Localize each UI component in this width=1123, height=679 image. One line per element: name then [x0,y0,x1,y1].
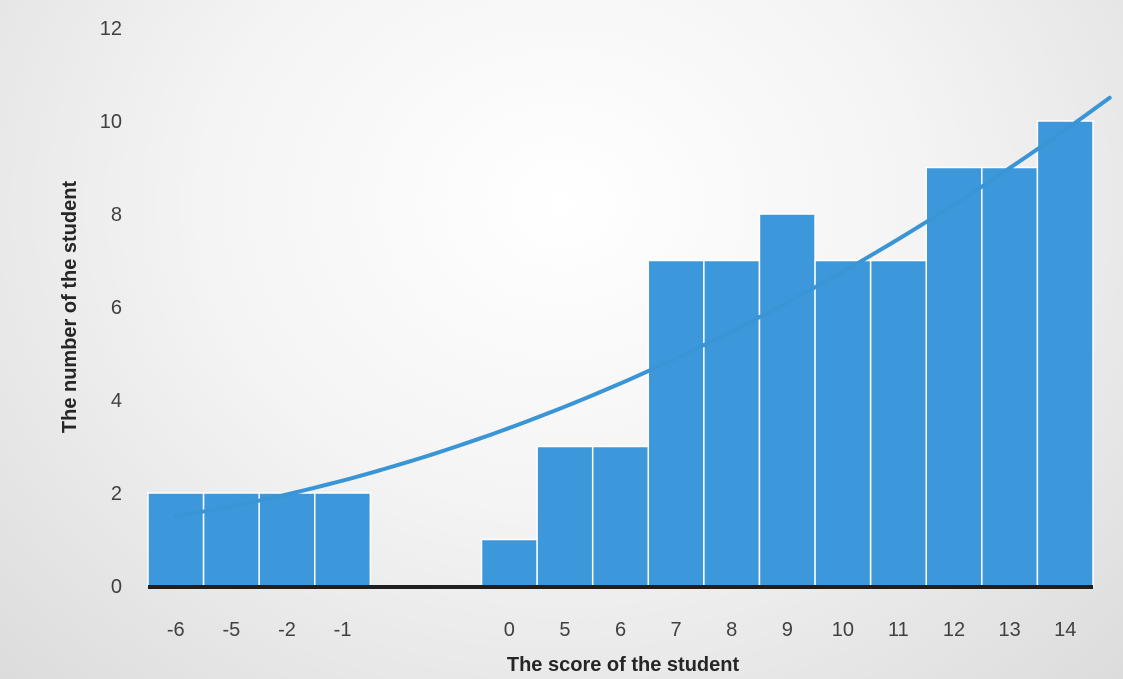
x-tick-label: 13 [998,619,1020,641]
x-tick-label: 0 [504,619,515,641]
y-tick-label: 2 [111,483,122,505]
bar [591,445,650,587]
bar [981,166,1039,587]
x-tick-label: -6 [167,619,185,641]
x-tick-label: 14 [1054,619,1076,641]
bar [258,492,316,587]
bar [314,492,372,587]
trendline [173,95,1112,519]
bar [869,259,927,587]
y-axis-title: The number of the student [59,181,81,434]
x-axis-title: The score of the student [507,654,740,676]
bars-group [147,120,1094,587]
x-tick-label: 5 [559,619,570,641]
y-tick-label: 0 [111,576,122,598]
y-tick-label: 4 [111,390,122,412]
y-tick-label: 6 [111,297,122,319]
bar [536,445,594,587]
bar [703,259,761,587]
x-tick-label: 11 [888,619,909,641]
x-tick-label: -5 [222,619,240,641]
bar [1036,120,1094,587]
x-tick-label: 8 [726,619,737,641]
x-tick-label: -1 [334,619,352,641]
x-tick-label: 7 [671,619,682,641]
x-tick-label: 10 [832,619,854,641]
x-tick-label: -2 [278,619,296,641]
x-tick-label: 12 [943,619,965,641]
bar [758,213,816,587]
x-tick-label: 6 [615,619,626,641]
bar [147,492,205,587]
y-tick-label: 12 [100,18,122,40]
x-tick-label: 9 [782,619,793,641]
bar [647,259,705,587]
x-tick-labels: -6 -5 -2 -1 0 5 6 7 8 9 10 11 12 13 14 [167,619,1076,641]
y-tick-labels: 0 2 4 6 8 10 12 [100,18,122,598]
bar [814,259,872,587]
bar [925,166,983,587]
y-tick-label: 8 [111,204,122,226]
bar [480,538,538,587]
y-tick-label: 10 [100,111,122,133]
